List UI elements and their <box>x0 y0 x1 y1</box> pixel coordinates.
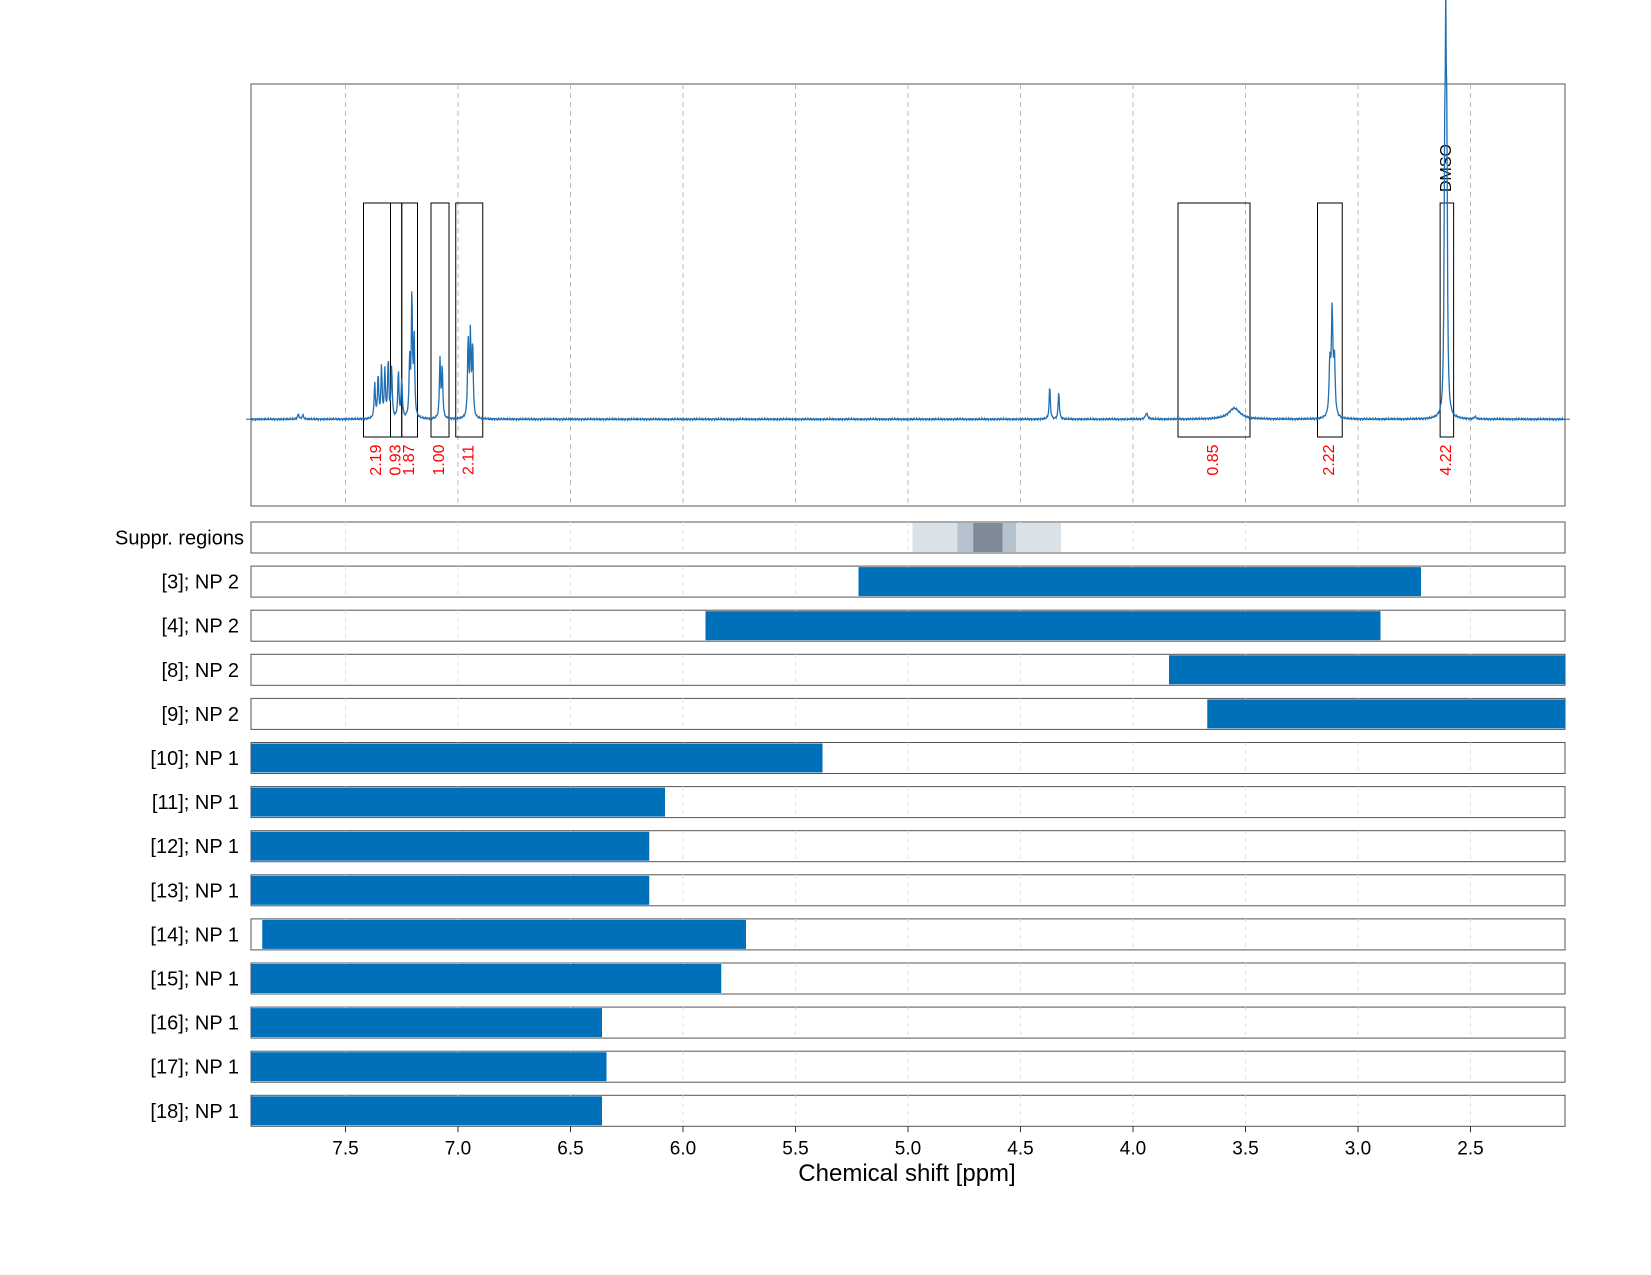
range-bar-6 <box>251 831 650 861</box>
integral-value-label-4: 2.11 <box>460 445 477 475</box>
range-bar-label-7: [13]; NP 1 <box>150 880 239 902</box>
integral-region-3 <box>430 202 450 438</box>
range-bar-10 <box>251 1008 602 1038</box>
range-bar-7 <box>251 875 650 905</box>
range-bar-2 <box>1169 655 1565 685</box>
range-bar-label-0: [3]; NP 2 <box>162 572 239 594</box>
x-tick-label-2: 6.5 <box>557 1138 583 1159</box>
integral-region-5 <box>1177 202 1251 438</box>
x-tick-label-3: 6.0 <box>670 1138 696 1159</box>
suppression-region-2 <box>973 523 1003 552</box>
x-tick-label-0: 7.5 <box>332 1138 358 1159</box>
x-axis-title: Chemical shift [ppm] <box>798 1160 1015 1187</box>
range-bar-4 <box>251 743 823 773</box>
range-bar-5 <box>251 787 665 817</box>
range-bar-8 <box>262 919 746 949</box>
range-bar-3 <box>1207 699 1565 729</box>
range-bar-label-10: [16]; NP 1 <box>150 1013 239 1035</box>
range-bar-1 <box>705 611 1381 641</box>
integral-value-label-6: 2.22 <box>1321 444 1338 475</box>
range-bar-label-9: [15]; NP 1 <box>150 969 239 991</box>
integral-value-label-2: 1.87 <box>401 444 418 475</box>
x-tick-label-8: 3.5 <box>1232 1138 1258 1159</box>
x-tick-label-10: 2.5 <box>1457 1138 1483 1159</box>
integral-region-2 <box>401 202 418 438</box>
range-bar-9 <box>251 964 722 993</box>
integral-region-6 <box>1317 202 1343 438</box>
range-bar-panels: Suppr. regions [3]; NP 2 [4]; NP 2 [8]; NP … <box>115 521 1566 1127</box>
integral-value-label-1: 0.93 <box>387 444 404 475</box>
integral-region-4 <box>455 202 484 438</box>
x-tick-label-5: 5.0 <box>895 1138 921 1159</box>
range-bar-label-1: [4]; NP 2 <box>162 616 239 638</box>
range-bar-label-2: [8]; NP 2 <box>162 660 239 682</box>
x-tick-label-4: 5.5 <box>782 1138 808 1159</box>
spectrum-trace <box>250 0 1566 422</box>
range-bar-label-6: [12]; NP 1 <box>150 836 239 858</box>
x-tick-label-6: 4.5 <box>1007 1138 1033 1159</box>
range-bar-label-3: [9]; NP 2 <box>162 704 239 726</box>
integral-value-label-5: 0.85 <box>1205 444 1222 475</box>
range-bar-11 <box>251 1052 607 1082</box>
integral-value-label-3: 1.00 <box>431 444 448 475</box>
suppression-row-label: Suppr. regions <box>115 528 244 550</box>
range-bar-0 <box>858 567 1421 597</box>
range-bar-label-4: [10]; NP 1 <box>150 748 239 770</box>
integral-value-label-0: 2.19 <box>368 444 385 475</box>
integral-value-label-7: 4.22 <box>1438 444 1455 475</box>
x-tick-label-7: 4.0 <box>1120 1138 1146 1159</box>
range-bar-label-8: [14]; NP 1 <box>150 924 239 946</box>
range-bar-12 <box>251 1096 602 1126</box>
range-bar-label-5: [11]; NP 1 <box>152 792 239 814</box>
range-bar-label-11: [17]; NP 1 <box>150 1057 239 1079</box>
x-tick-label-1: 7.0 <box>445 1138 471 1159</box>
x-axis: 7.5 7.0 6.5 6.0 5.5 5.0 4.5 4.0 3.5 3.0 2.5 <box>332 1126 1484 1159</box>
x-tick-label-9: 3.0 <box>1345 1138 1371 1159</box>
range-bar-label-12: [18]; NP 1 <box>150 1101 239 1123</box>
